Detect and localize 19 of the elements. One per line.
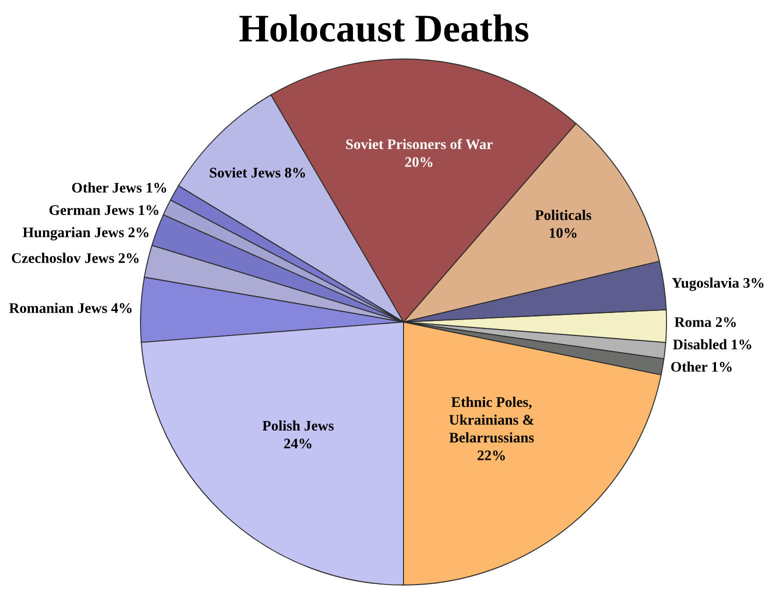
data-label: 20% <box>405 157 432 167</box>
slice-label: Soviet Jews 8% <box>210 167 305 178</box>
slice-label: German Jews 1% <box>49 205 158 216</box>
slice-label: Soviet Prisoners of War <box>346 138 493 150</box>
slice-label: Roma 2% <box>674 317 736 328</box>
data-label: 22% <box>478 450 505 460</box>
data-label: 24% <box>284 438 312 448</box>
slice-label: Politicals <box>535 210 592 220</box>
slice-label: Polish Jews <box>262 420 334 431</box>
slice-label: Czechoslov Jews 2% <box>12 252 139 264</box>
slice-label: Romanian Jews 4% <box>9 302 132 314</box>
slice-label: Other 1% <box>671 362 732 372</box>
data-label: 10% <box>550 228 576 238</box>
slice-label: Yugoslavia 3% <box>672 278 764 291</box>
slice-label: Ethnic Poles, Ukrainians & Belarrussians <box>449 396 534 443</box>
slice-label: Hungarian Jews 2% <box>22 227 148 240</box>
slice-label: Disabled 1% <box>673 339 752 350</box>
slice-label: Other Jews 1% <box>72 182 166 193</box>
chart-title: Holocaust Deaths <box>239 14 528 42</box>
